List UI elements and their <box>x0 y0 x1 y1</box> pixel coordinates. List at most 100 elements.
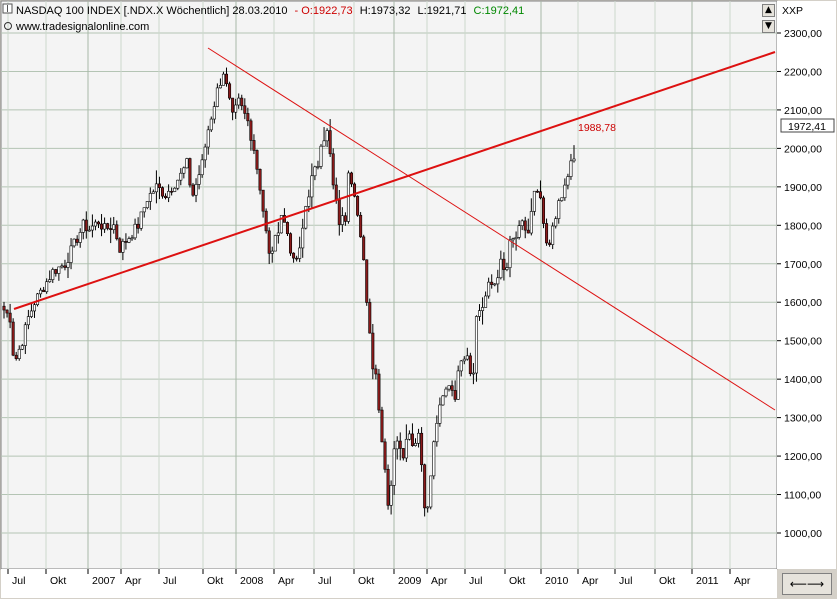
candle <box>42 286 46 293</box>
candle <box>148 187 152 210</box>
candle <box>243 98 247 120</box>
candle <box>289 232 293 256</box>
candle <box>484 291 488 308</box>
candle <box>218 78 222 89</box>
candle <box>432 440 436 480</box>
source-label: www.tradesignalonline.com <box>15 21 149 33</box>
candle <box>456 365 460 400</box>
candle <box>295 255 299 262</box>
candle <box>468 352 472 377</box>
candle <box>377 368 381 413</box>
candle <box>60 263 64 269</box>
candle <box>78 228 82 248</box>
candle <box>249 118 253 151</box>
scroll-down-button[interactable]: ▼ <box>762 20 775 33</box>
candle <box>398 432 402 461</box>
candle <box>179 168 183 186</box>
candle <box>69 238 73 270</box>
candle <box>331 148 335 190</box>
close-value: C:1972,41 <box>474 5 525 17</box>
candle <box>87 225 91 232</box>
candle <box>267 227 271 265</box>
candle <box>93 219 97 231</box>
candle <box>447 385 451 392</box>
candle <box>75 235 79 246</box>
candle <box>90 214 94 238</box>
chart-header: NASDAQ 100 INDEX [.NDX.X Wöchentlich] 28… <box>2 3 524 33</box>
candle <box>36 292 40 307</box>
candle <box>349 171 353 187</box>
candle <box>276 222 280 244</box>
copyright-icon <box>4 22 12 30</box>
candle <box>307 189 311 213</box>
x-tick-label: Okt <box>207 575 223 587</box>
x-tick-label: Jul <box>318 575 331 587</box>
rising-trendline[interactable] <box>13 51 776 310</box>
candle <box>11 318 15 357</box>
candle <box>426 506 430 513</box>
candle <box>465 347 469 361</box>
y-axis-panel <box>777 1 836 569</box>
candle <box>340 207 344 232</box>
candle <box>444 386 448 398</box>
candle <box>109 217 113 244</box>
candle <box>130 234 134 241</box>
candle <box>57 266 61 281</box>
candle <box>374 364 378 380</box>
candle <box>514 231 518 251</box>
x-tick-label: 2009 <box>398 575 422 587</box>
candle <box>356 195 360 217</box>
candle <box>194 178 198 203</box>
y-tick-label: 1300,00 <box>784 413 822 425</box>
x-tick-label: Apr <box>431 575 448 587</box>
candle <box>535 189 539 193</box>
candlestick-series <box>2 67 576 517</box>
candle <box>487 277 491 299</box>
x-tick-label: Okt <box>509 575 525 587</box>
x-tick-label: 2007 <box>92 575 116 587</box>
candle <box>420 427 424 472</box>
svg-text:NASDAQ 100 INDEX [.NDX.X Wöch: NASDAQ 100 INDEX [.NDX.X Wöchentlich] 28… <box>16 5 524 17</box>
y-tick-label: 2300,00 <box>784 28 822 40</box>
y-tick-label: 1600,00 <box>784 297 822 309</box>
candle <box>493 283 497 287</box>
candle <box>264 208 268 234</box>
candle <box>142 207 146 218</box>
candle <box>301 218 305 258</box>
last-price-box <box>780 118 835 133</box>
candle <box>508 235 512 278</box>
zoom-arrows-button[interactable]: ⟵⟶ <box>782 573 832 595</box>
candle <box>118 237 122 253</box>
candle <box>359 212 363 238</box>
candle <box>529 198 533 236</box>
y-tick-label: 2200,00 <box>784 66 822 78</box>
candle <box>441 394 445 406</box>
candle <box>362 234 366 261</box>
y-tick-label: 2100,00 <box>784 105 822 117</box>
candle <box>429 475 433 510</box>
candle <box>563 178 567 201</box>
x-tick-label: Jul <box>163 575 176 587</box>
candle <box>72 238 76 248</box>
candle <box>459 359 463 377</box>
y-tick-label: 1100,00 <box>784 490 821 502</box>
open-value: - O:1922,73 <box>295 5 353 17</box>
falling-trendline[interactable] <box>207 47 776 411</box>
x-tick-label: Apr <box>734 575 751 587</box>
y-tick-label: 1800,00 <box>784 220 822 232</box>
candle <box>106 222 110 231</box>
candle <box>197 165 201 190</box>
candle <box>371 323 375 380</box>
candle <box>209 116 213 132</box>
candle <box>386 464 390 510</box>
candle <box>395 436 399 460</box>
x-tick-label: 2008 <box>240 575 264 587</box>
candle <box>328 119 332 157</box>
scroll-up-button[interactable]: ▲ <box>762 4 775 17</box>
candle <box>17 345 21 361</box>
candle <box>292 252 296 263</box>
candle <box>566 173 570 190</box>
candle <box>545 218 549 246</box>
